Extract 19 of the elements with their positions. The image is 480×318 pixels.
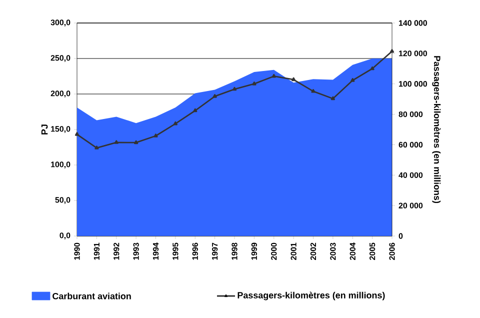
point bbox=[173, 121, 178, 126]
point bbox=[94, 146, 99, 150]
point bbox=[311, 89, 316, 93]
point bbox=[193, 108, 198, 112]
point bbox=[252, 82, 256, 86]
point bbox=[291, 77, 296, 82]
point bbox=[134, 140, 138, 144]
y2-axis-title: Passagers-kilomètres (en millions) bbox=[432, 56, 441, 204]
point bbox=[154, 134, 158, 138]
y-axis-title: PJ bbox=[41, 124, 48, 134]
point bbox=[370, 66, 374, 70]
point bbox=[350, 78, 355, 82]
point bbox=[212, 94, 217, 98]
point bbox=[330, 96, 336, 100]
point bbox=[114, 140, 118, 144]
point bbox=[272, 74, 276, 78]
legend-label: Passagers-kilomètres (en millions) bbox=[238, 292, 385, 300]
point bbox=[232, 86, 237, 91]
legend-label: Carburant aviation bbox=[52, 292, 131, 300]
